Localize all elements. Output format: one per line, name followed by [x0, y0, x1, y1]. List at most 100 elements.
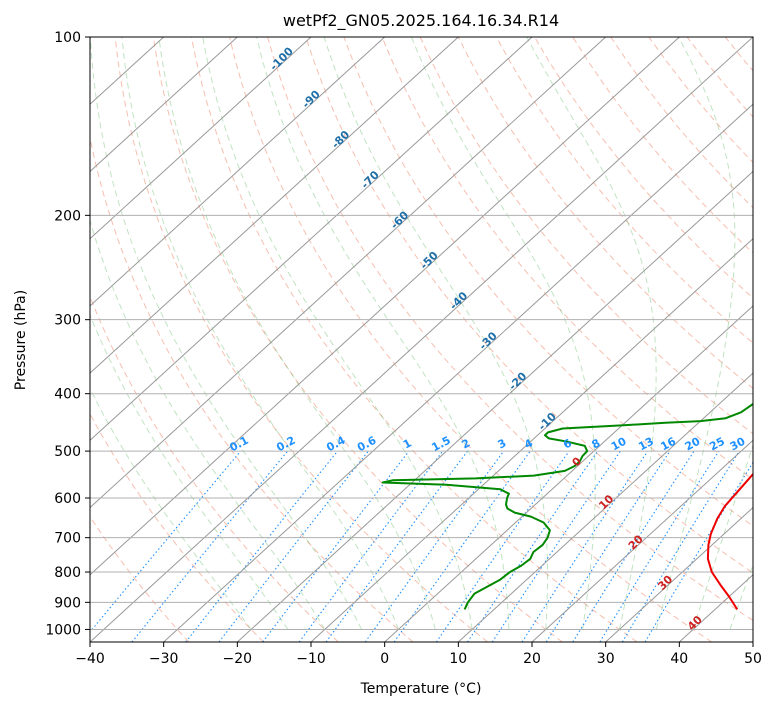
isotherm-label: -90 — [300, 87, 323, 110]
mixing-ratio-line — [435, 450, 570, 642]
isotherm-label: -30 — [477, 329, 500, 352]
moist-adiabat-line — [90, 313, 289, 630]
mixing-ratio-line — [185, 450, 339, 642]
dry-adiabat-line — [90, 135, 414, 642]
plot-frame — [89, 36, 754, 643]
isotherm-line — [457, 372, 753, 642]
x-tick-label: 50 — [744, 651, 762, 667]
moist-adiabat-line — [692, 443, 753, 630]
isotherm-line — [90, 37, 753, 642]
dry-adiabat-line — [190, 37, 638, 642]
y-tick-label: 800 — [54, 565, 81, 581]
y-tick-label: 1000 — [45, 622, 81, 638]
mixing-ratio-line — [131, 450, 289, 642]
dry-adiabat-line — [419, 37, 753, 435]
y-tick-label: 900 — [54, 595, 81, 611]
mixing-ratio-label: 2 — [459, 436, 472, 451]
isotherm-label: 20 — [626, 532, 646, 552]
isotherm-label: -80 — [329, 128, 352, 151]
dry-adiabat-line — [90, 412, 264, 642]
dry-adiabat-line — [572, 37, 753, 254]
mixing-ratio-line — [491, 450, 621, 642]
moist-adiabat-line — [411, 37, 596, 630]
moist-adiabat-line — [90, 37, 363, 630]
isotherm-label: 40 — [685, 613, 705, 633]
dry-adiabat-line — [114, 37, 488, 642]
mixing-ratio-label: 3 — [496, 436, 509, 451]
x-tick-label: 0 — [380, 651, 389, 667]
mixing-ratio-line — [364, 450, 505, 642]
dry-adiabat-line — [229, 37, 712, 642]
x-tick-label: −30 — [149, 651, 179, 667]
dry-adiabat-line — [724, 37, 753, 72]
isotherm-line — [90, 37, 238, 173]
moist-adiabat-line — [121, 37, 399, 630]
mixing-ratio-line — [545, 450, 671, 642]
mixing-ratio-label: 20 — [683, 435, 703, 454]
moist-adiabat-line — [526, 37, 657, 630]
isotherm-line — [90, 37, 312, 240]
mixing-ratio-label: 30 — [728, 435, 748, 454]
dry-adiabat-line — [267, 37, 753, 622]
isotherm-line — [90, 37, 386, 307]
mixing-ratio-line — [572, 450, 695, 642]
isotherm-label: -40 — [447, 289, 470, 312]
y-tick-label: 500 — [54, 444, 81, 460]
y-tick-label: 400 — [54, 387, 81, 403]
moist-adiabat-line — [90, 218, 326, 630]
plot-area — [90, 37, 775, 642]
y-axis-label: Pressure (hPa) — [13, 290, 29, 390]
isotherm-line — [605, 506, 753, 642]
mixing-ratio-label: 25 — [707, 435, 727, 454]
mixing-ratio-label: 6 — [561, 436, 574, 451]
x-tick-label: −10 — [296, 651, 326, 667]
dry-adiabat-line — [763, 37, 775, 642]
dry-adiabat-line — [90, 295, 339, 642]
mixing-ratio-line — [599, 450, 720, 642]
y-tick-label: 200 — [54, 208, 81, 224]
moist-adiabat-line — [90, 387, 252, 630]
dry-adiabat-line — [305, 37, 753, 574]
isotherm-label: 10 — [596, 492, 616, 512]
y-tick-label: 100 — [54, 30, 81, 46]
isotherm-line — [90, 37, 680, 576]
isotherm-line — [236, 170, 753, 642]
x-tick-label: −20 — [223, 651, 253, 667]
mixing-ratio-line — [325, 450, 468, 642]
isotherm-label: -20 — [506, 369, 529, 392]
isotherm-line — [163, 103, 753, 642]
isotherm-label: 30 — [655, 573, 675, 593]
x-tick-label: 40 — [670, 651, 688, 667]
dry-adiabat-line — [343, 37, 753, 527]
isotherm-line — [384, 305, 753, 642]
mixing-ratio-line — [298, 450, 444, 642]
x-axis-label: Temperature (°C) — [360, 681, 482, 697]
chart-title: wetPf2_GN05.2025.164.16.34.R14 — [283, 11, 559, 31]
dewpoint-profile — [381, 402, 753, 610]
x-tick-label: 10 — [449, 651, 467, 667]
moist-adiabat-line — [158, 37, 436, 630]
moist-adiabat-line — [256, 37, 510, 630]
isotherm-line — [531, 439, 753, 642]
x-tick-label: 30 — [597, 651, 615, 667]
moist-adiabat-line — [202, 37, 473, 630]
mixing-ratio-line — [262, 450, 410, 642]
mixing-ratio-line — [521, 450, 649, 642]
mixing-ratio-line — [621, 450, 740, 642]
isotherm-label: -60 — [388, 208, 411, 231]
x-tick-label: 20 — [523, 651, 541, 667]
mixing-ratio-label: 16 — [658, 435, 678, 454]
moist-adiabat-line — [323, 37, 548, 630]
moist-adiabat-line — [729, 563, 753, 630]
mixing-ratio-label: 8 — [590, 436, 603, 451]
isotherm-line — [90, 37, 607, 509]
mixing-ratio-line — [467, 450, 599, 642]
isotherm-line — [90, 37, 533, 442]
moist-adiabat-line — [655, 37, 736, 630]
mixing-ratio-line — [218, 450, 369, 642]
isotherm-label: -100 — [267, 44, 296, 73]
isotherm-line — [90, 37, 459, 374]
mixing-ratio-label: 13 — [636, 435, 656, 454]
isotherm-line — [752, 641, 753, 642]
